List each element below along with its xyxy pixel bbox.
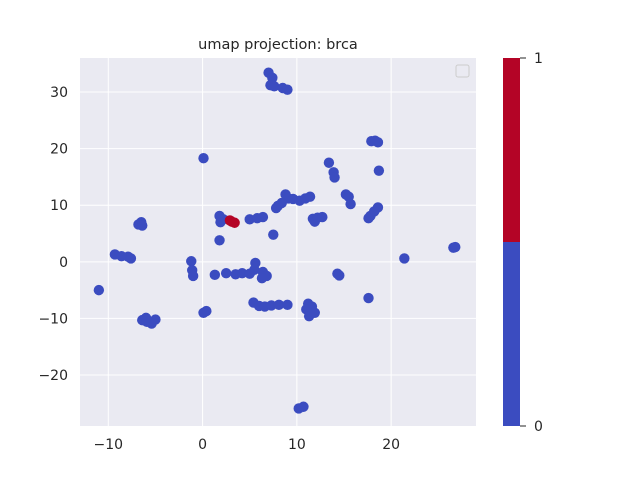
colorbar-label-0: 0 (534, 419, 543, 435)
data-point-class-0 (363, 292, 374, 304)
data-point-class-0 (269, 81, 280, 92)
legend-box (455, 64, 470, 78)
data-point-class-0 (309, 307, 320, 318)
y-tick-label: 20 (50, 142, 68, 158)
data-point-class-0 (329, 172, 340, 183)
data-point-class-0 (373, 165, 385, 176)
x-tick-label: 20 (382, 437, 400, 453)
data-point-class-0 (93, 284, 105, 296)
data-point-class-0 (209, 269, 221, 281)
data-point-class-0 (198, 153, 209, 164)
data-point-class-0 (270, 202, 282, 214)
data-point-class-0 (334, 270, 345, 281)
data-point-class-0 (150, 314, 161, 325)
data-point-class-0 (257, 211, 269, 223)
y-tick-label: −10 (38, 311, 68, 327)
data-point-class-0 (186, 256, 197, 267)
x-tick-label: 10 (288, 437, 306, 453)
data-point-class-0 (273, 299, 285, 311)
data-point-class-0 (244, 268, 255, 279)
data-point-class-0 (256, 273, 268, 284)
data-point-class-0 (372, 137, 384, 148)
x-axis: −10 0 10 20 (94, 437, 401, 453)
data-point-class-0 (268, 229, 279, 240)
colorbar-segment-0 (503, 242, 520, 426)
y-tick-label: 0 (59, 255, 68, 271)
colorbar: 1 0 (503, 51, 543, 435)
data-point-class-0 (282, 299, 293, 311)
data-point-class-0 (214, 235, 225, 246)
data-point-class-0 (137, 220, 148, 231)
data-point-class-0 (220, 267, 232, 279)
data-point-class-0 (140, 312, 152, 324)
scatter-points (93, 67, 461, 414)
data-point-class-0 (363, 213, 374, 224)
data-point-class-0 (323, 157, 335, 168)
y-axis: −20 −10 0 10 20 30 (38, 85, 68, 384)
data-point-class-0 (317, 211, 328, 223)
data-point-class-0 (298, 401, 309, 412)
data-point-class-0 (345, 198, 356, 210)
y-tick-label: 30 (50, 85, 68, 101)
plot-area (80, 58, 476, 426)
data-point-class-0 (450, 241, 461, 253)
chart-title: umap projection: brca (198, 37, 358, 53)
data-point-class-0 (282, 84, 293, 95)
colorbar-segment-1 (503, 58, 520, 242)
data-point-class-0 (125, 253, 137, 264)
x-tick-label: 0 (198, 437, 207, 453)
y-tick-label: 10 (50, 198, 68, 214)
data-point-class-0 (198, 307, 209, 318)
data-point-class-0 (266, 300, 277, 311)
data-point-class-0 (187, 270, 199, 282)
data-point-class-0 (399, 253, 410, 264)
data-point-class-0 (304, 191, 316, 202)
data-point-class-1 (224, 215, 236, 226)
y-tick-label: −20 (38, 368, 68, 384)
colorbar-label-1: 1 (534, 51, 543, 67)
data-point-class-0 (236, 267, 248, 279)
data-point-class-0 (215, 216, 226, 228)
x-tick-label: −10 (94, 437, 124, 453)
